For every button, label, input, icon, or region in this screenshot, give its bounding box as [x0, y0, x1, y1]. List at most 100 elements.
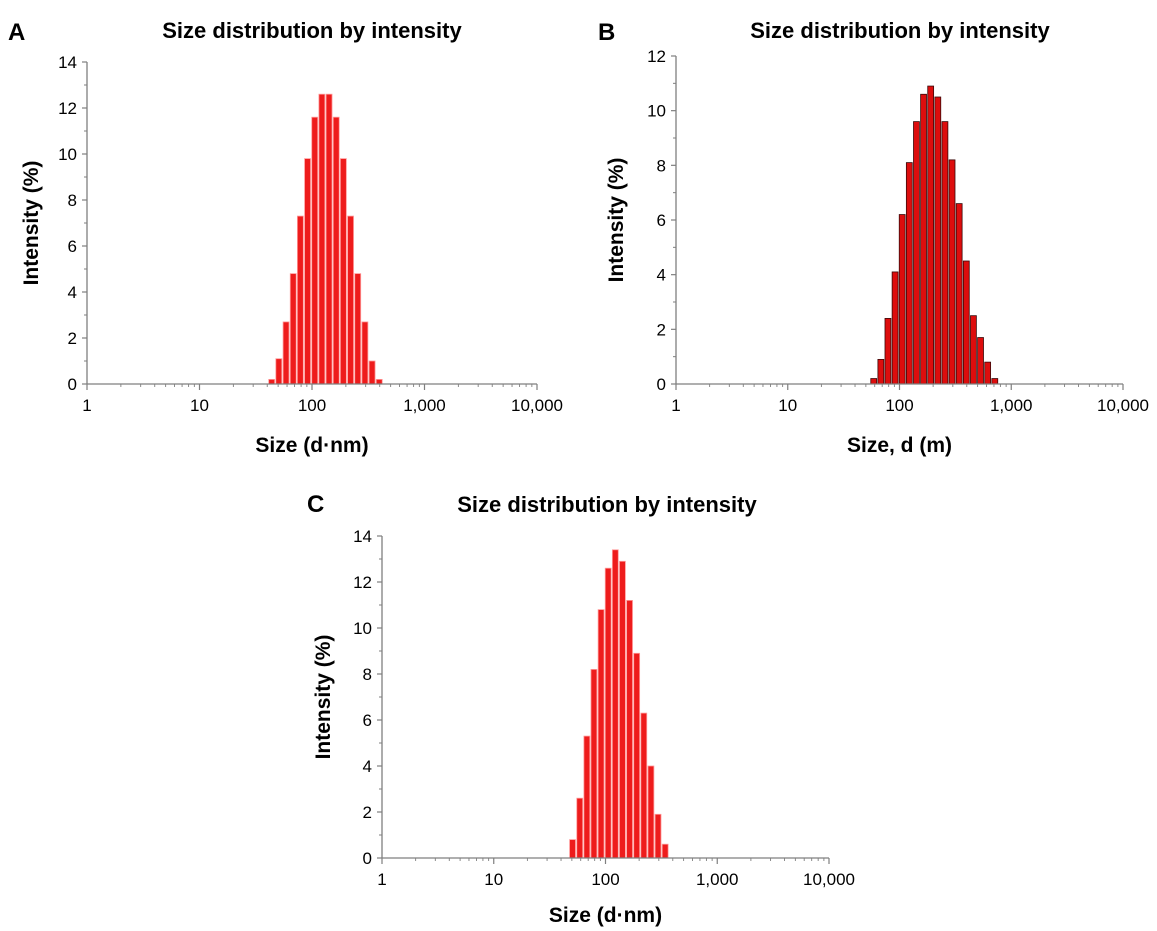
- y-tick-label: 0: [363, 849, 372, 868]
- y-tick-label: 12: [353, 573, 372, 592]
- bar: [970, 315, 977, 385]
- y-tick-label: 2: [657, 320, 666, 339]
- y-axis-label: Intensity (%): [605, 158, 628, 283]
- bar: [611, 549, 619, 859]
- y-tick-label: 12: [647, 47, 666, 66]
- bar: [282, 321, 290, 385]
- y-tick-label: 4: [363, 757, 372, 776]
- bar: [920, 93, 927, 385]
- x-tick-label: 1,000: [696, 870, 739, 889]
- bar: [934, 96, 942, 385]
- bar: [354, 273, 362, 385]
- x-axis-label: Size, d (m): [847, 434, 952, 457]
- y-tick-label: 6: [363, 711, 372, 730]
- panel-a-chart: A Size distribution by intensity 0 2 4 6 8 10 12…: [8, 18, 563, 457]
- x-axis-label: Size (d·nm): [255, 434, 368, 457]
- bar: [289, 273, 297, 385]
- x-tick-label: 10,000: [1097, 396, 1149, 415]
- x-tick-label: 1,000: [403, 396, 446, 415]
- bar: [569, 839, 576, 859]
- y-tick-label: 6: [657, 211, 666, 230]
- bar: [590, 668, 598, 859]
- bar: [275, 358, 283, 385]
- x-tick-label: 10: [484, 870, 503, 889]
- y-tick-label: 14: [353, 527, 372, 546]
- bar: [948, 159, 956, 385]
- y-tick-label: 10: [58, 145, 77, 164]
- bar: [884, 317, 892, 385]
- y-tick-label: 6: [68, 237, 77, 256]
- chart-title: Size distribution by intensity: [457, 492, 757, 517]
- x-tick-label: 1: [671, 396, 680, 415]
- bar: [332, 116, 340, 385]
- bar: [604, 567, 612, 859]
- bar: [877, 358, 885, 385]
- bar: [962, 260, 970, 385]
- bar: [927, 85, 935, 385]
- bar: [304, 158, 311, 385]
- bar: [870, 378, 878, 385]
- y-axis-label: Intensity (%): [312, 635, 335, 760]
- bar: [347, 215, 354, 385]
- bar: [647, 765, 655, 859]
- bar: [891, 271, 899, 385]
- bar: [325, 93, 333, 385]
- bar: [898, 214, 906, 385]
- x-tick-label: 100: [885, 396, 913, 415]
- x-tick-label: 100: [298, 396, 326, 415]
- bar: [576, 797, 584, 859]
- x-axis-label: Size (d·nm): [549, 904, 662, 927]
- bar: [640, 712, 648, 859]
- y-tick-label: 2: [68, 329, 77, 348]
- bar: [977, 337, 984, 385]
- x-tick-label: 100: [591, 870, 619, 889]
- x-tick-label: 10: [778, 396, 797, 415]
- y-tick-label: 2: [363, 803, 372, 822]
- bar: [984, 361, 992, 385]
- bar-series: [569, 549, 669, 859]
- bar-series: [870, 85, 999, 385]
- bar: [913, 121, 920, 385]
- bar: [583, 735, 591, 859]
- bar: [941, 121, 949, 385]
- bar: [597, 609, 605, 859]
- panel-letter: A: [8, 19, 25, 46]
- y-tick-label: 10: [647, 102, 666, 121]
- bar: [619, 560, 626, 859]
- bar: [375, 378, 383, 385]
- bar: [268, 378, 276, 385]
- y-axis-label: Intensity (%): [20, 161, 43, 286]
- chart-title: Size distribution by intensity: [750, 18, 1050, 43]
- panel-letter: C: [307, 491, 324, 518]
- bar: [318, 93, 326, 385]
- y-tick-label: 12: [58, 99, 77, 118]
- bar-series: [268, 93, 383, 385]
- y-tick-label: 0: [68, 375, 77, 394]
- x-tick-label: 10,000: [803, 870, 855, 889]
- bar: [311, 116, 319, 385]
- bar: [361, 321, 369, 385]
- bar: [991, 378, 999, 385]
- y-tick-label: 8: [657, 156, 666, 175]
- panel-b-chart: B Size distribution by intensity 0 2 4 6 8 10 12…: [598, 18, 1149, 457]
- x-tick-label: 1: [377, 870, 386, 889]
- bar: [955, 203, 963, 385]
- y-tick-label: 4: [68, 283, 77, 302]
- panel-letter: B: [598, 19, 615, 46]
- bar: [368, 360, 376, 385]
- y-tick-label: 4: [657, 266, 666, 285]
- chart-title: Size distribution by intensity: [162, 18, 462, 43]
- y-tick-label: 14: [58, 53, 77, 72]
- bar: [633, 652, 641, 859]
- bar: [661, 843, 669, 859]
- y-tick-label: 0: [657, 375, 666, 394]
- bar: [654, 813, 662, 859]
- x-tick-label: 10: [190, 396, 209, 415]
- x-tick-label: 10,000: [511, 396, 563, 415]
- x-tick-label: 1: [82, 396, 91, 415]
- bar: [905, 162, 913, 385]
- panel-c-chart: C Size distribution by intensity 0 2 4 6 8 10 12…: [307, 491, 855, 927]
- x-tick-label: 1,000: [990, 396, 1033, 415]
- bar: [626, 600, 633, 859]
